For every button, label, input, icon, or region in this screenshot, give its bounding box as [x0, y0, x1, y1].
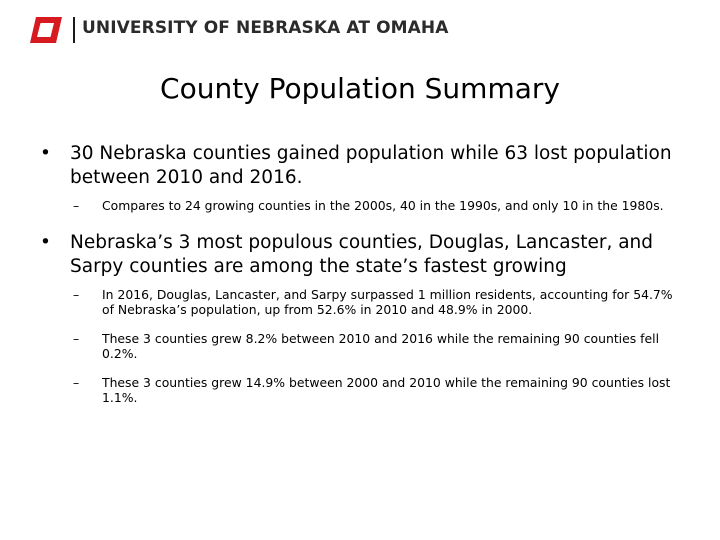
sub-bullet-item: – These 3 counties grew 8.2% between 201…	[28, 331, 688, 362]
sub-bullet-item: – These 3 counties grew 14.9% between 20…	[28, 375, 688, 406]
bullet-symbol: •	[40, 143, 51, 164]
slide-content: • 30 Nebraska counties gained population…	[28, 142, 688, 419]
sub-bullet-item: – Compares to 24 growing counties in the…	[28, 198, 688, 214]
sub-bullet-symbol: –	[73, 198, 80, 213]
university-name: UNIVERSITY OF NEBRASKA AT OMAHA	[82, 18, 449, 38]
header-divider	[73, 17, 75, 43]
sub-bullet-text: These 3 counties grew 8.2% between 2010 …	[102, 330, 660, 362]
sub-bullet-text: In 2016, Douglas, Lancaster, and Sarpy s…	[102, 286, 673, 318]
sub-bullet-symbol: –	[73, 374, 80, 390]
sub-bullet-text: Compares to 24 growing counties in the 2…	[102, 198, 664, 213]
university-o-logo-icon	[30, 17, 62, 43]
sub-bullet-symbol: –	[73, 330, 80, 346]
sub-bullet-symbol: –	[73, 286, 80, 302]
bullet-symbol: •	[40, 231, 51, 253]
sub-bullet-text: These 3 counties grew 14.9% between 2000…	[102, 374, 671, 406]
sub-bullet-item: – In 2016, Douglas, Lancaster, and Sarpy…	[28, 287, 688, 318]
slide-title: County Population Summary	[160, 72, 560, 105]
bullet-item: • 30 Nebraska counties gained population…	[28, 142, 688, 190]
bullet-item: • Nebraska’s 3 most populous counties, D…	[28, 231, 688, 279]
bullet-text: Nebraska’s 3 most populous counties, Dou…	[70, 231, 654, 277]
slide-header: UNIVERSITY OF NEBRASKA AT OMAHA	[0, 0, 720, 64]
bullet-text: 30 Nebraska counties gained population w…	[70, 143, 672, 188]
